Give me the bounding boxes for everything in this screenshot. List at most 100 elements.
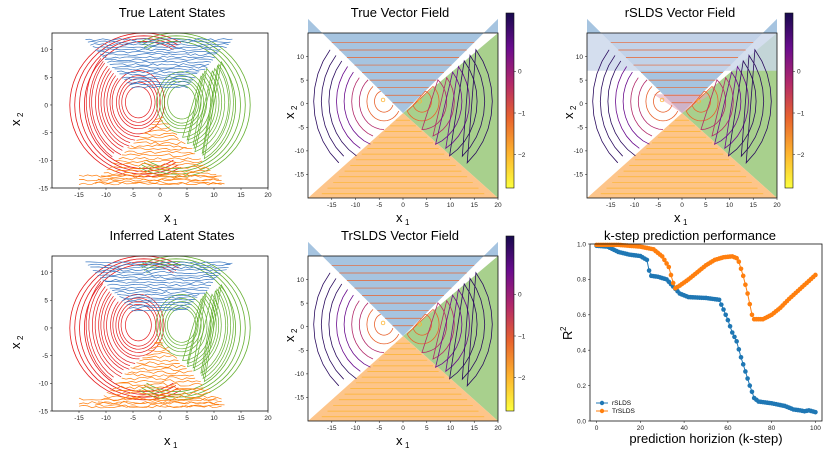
svg-text:2: 2 [559, 326, 568, 331]
ylabel-p4: x2 [282, 328, 299, 342]
y-tick-label: 0.8 [577, 277, 586, 284]
data-point-TrSLDS [666, 264, 672, 270]
svg-text:1: 1 [173, 441, 178, 450]
plot-frame [51, 32, 269, 189]
colorbar-tick-label: 0 [797, 69, 801, 76]
colorbar-tick-label: 0 [518, 292, 522, 299]
x-tick-label: -10 [101, 415, 111, 422]
trajectory-top [121, 75, 196, 79]
trajectory-bottom [121, 153, 196, 158]
y-tick-label: 5 [44, 298, 48, 305]
svg-text:2: 2 [16, 112, 25, 117]
data-point-rSLDS [749, 389, 755, 395]
trajectory-left [100, 293, 130, 370]
streamline-spiral [714, 71, 742, 145]
y-tick-label: -10 [574, 148, 584, 155]
trajectory-right [164, 80, 200, 124]
trajectory-bottom [109, 165, 210, 170]
title-inferred-latent: Inferred Latent States [109, 228, 235, 243]
trajectory-left [92, 286, 122, 378]
y-tick-label: 10 [297, 54, 305, 61]
trajectory-bottom [130, 367, 187, 371]
colorbar [505, 235, 515, 412]
trajectory-right [187, 70, 217, 145]
svg-text:2: 2 [290, 328, 299, 333]
data-point-rSLDS [723, 312, 728, 318]
y-tick-label: 10 [41, 270, 49, 277]
y-tick-label: -15 [295, 172, 305, 179]
trajectory-bottom-long [78, 397, 222, 401]
trajectory-top [97, 273, 219, 277]
streamline-spiral [412, 90, 432, 113]
legend-marker-TrSLDS [599, 408, 605, 414]
svg-text:x: x [561, 112, 576, 119]
x-tick-label: 10 [726, 202, 734, 209]
trajectory-top [117, 70, 200, 74]
plot-frame [307, 32, 499, 199]
data-point-rSLDS [745, 376, 750, 381]
streamline-spiral [343, 71, 371, 145]
plot-frame [589, 243, 823, 422]
x-tick-label: 0 [158, 192, 162, 199]
title-rslds-field: rSLDS Vector Field [625, 5, 736, 20]
streamline-spiral [740, 54, 765, 158]
data-point-rSLDS [743, 369, 748, 374]
trajectory-bottom [154, 342, 164, 347]
trajectory-right [156, 71, 208, 134]
colorbar-tick-label: −1 [797, 110, 805, 117]
trajectory-right [155, 294, 208, 357]
data-point-rSLDS [727, 324, 733, 329]
streamline-spiral [366, 86, 400, 122]
panel-inferred-latent-states: -15 -10 -5 0 5 10 15 20 -15 -10 -5 0 5 10 [39, 255, 272, 422]
x-tick-label: 20 [494, 202, 502, 209]
trajectory-left [118, 300, 159, 350]
y-tick-label: 5 [300, 77, 304, 84]
trajectory-top [129, 306, 190, 309]
x-tick-label: -15 [74, 192, 84, 199]
trajectory-bottom [103, 172, 217, 176]
trajectory-bottom [121, 376, 196, 381]
trajectory-top [109, 63, 210, 66]
trajectory-bottom [151, 123, 169, 126]
trajectory-bottom [136, 138, 180, 142]
svg-text:1: 1 [405, 218, 410, 227]
data-point-rSLDS [738, 354, 744, 360]
streamline-spiral [622, 71, 650, 145]
y-tick-label: -15 [574, 172, 584, 179]
streamline-spiral [691, 90, 711, 113]
svg-text:x: x [396, 210, 403, 225]
y-tick-label: 0 [300, 324, 304, 331]
y-tick-label: 0 [300, 101, 304, 108]
ylabel-p0: x2 [8, 112, 25, 126]
streamline-spiral [461, 54, 486, 158]
svg-text:1: 1 [173, 218, 178, 227]
streamline-spiral [328, 283, 357, 380]
data-point-rSLDS [719, 302, 724, 307]
trajectory-top [90, 266, 229, 270]
x-tick-label: 20 [264, 192, 272, 199]
streamline-spiral [336, 66, 361, 149]
trajectory-bottom [148, 126, 171, 130]
x-tick-label: 5 [425, 425, 429, 432]
plot-background [590, 244, 822, 421]
streamline-spiral [461, 277, 486, 381]
streamline-spiral [313, 49, 340, 164]
trajectory-left [98, 68, 124, 148]
x-tick-label: 15 [471, 425, 479, 432]
trajectory-bottom [154, 116, 164, 121]
trajectory-top [85, 261, 233, 265]
fixed-point-left [380, 97, 386, 103]
y-tick-label: 10 [576, 54, 584, 61]
y-tick-label: -5 [298, 125, 304, 132]
y-tick-label: 0.6 [577, 312, 586, 319]
x-tick-label: 5 [185, 415, 189, 422]
trajectory-right [193, 293, 222, 372]
panel-trslds-vector-field: -15 -10 -5 0 5 10 15 20 -15 -10 -5 0 5 10 0 −1 −2 [295, 235, 526, 432]
trajectory-bottom [97, 177, 219, 182]
data-point-rSLDS [729, 330, 735, 335]
trajectory-left [103, 295, 131, 367]
x-tick-label: 20 [494, 425, 502, 432]
svg-text:2: 2 [569, 105, 578, 110]
y-tick-label: -5 [42, 353, 48, 360]
data-point-TrSLDS [749, 312, 755, 318]
